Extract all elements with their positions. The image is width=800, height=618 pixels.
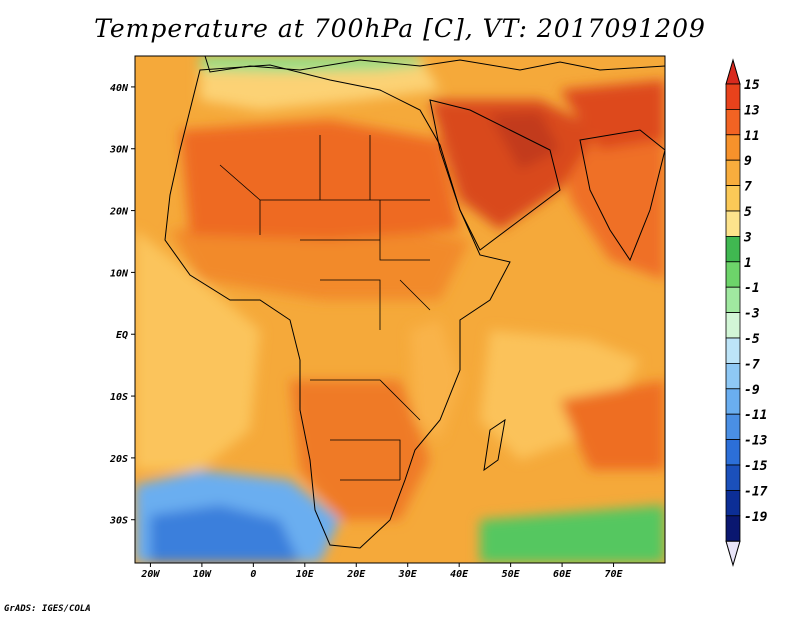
region-sahel-warm — [170, 220, 470, 300]
temperature-regions — [135, 56, 665, 563]
colorbar-segment — [725, 489, 741, 517]
arabia-coastline — [429, 99, 561, 251]
region-south-atlantic-colder — [150, 505, 300, 563]
lat-tick-label: 20N — [109, 207, 129, 218]
lat-tick-label: 10S — [110, 392, 128, 403]
colorbar-segment — [725, 134, 741, 161]
region-india-warm — [560, 130, 665, 280]
colorbar-segment — [725, 362, 741, 390]
lat-tick-label: EQ — [116, 330, 128, 341]
map-title: Temperature at 700hPa [C], VT: 201709120… — [94, 14, 706, 43]
colorbar-segment — [725, 312, 741, 339]
colorbar-label: -13 — [744, 434, 768, 449]
map-frame — [134, 55, 666, 564]
temperature-field — [135, 56, 665, 563]
lat-tick-label: 20S — [109, 454, 128, 465]
lon-tick-label: 20W — [140, 569, 160, 580]
lon-tick-label: 40E — [450, 569, 469, 580]
colorbar-label: -9 — [744, 383, 760, 398]
colorbar-segment — [725, 337, 741, 364]
colorbar-label: 9 — [744, 154, 752, 169]
colorbar-label: -11 — [744, 408, 767, 423]
latitude-axis: 40N 30N 20N 10N EQ 10S 20S 30S — [109, 83, 135, 527]
colorbar-segment — [725, 185, 741, 212]
colorbar-segment — [725, 83, 741, 110]
colorbar-bottom-arrow — [725, 540, 741, 567]
colorbar-label: 7 — [744, 180, 752, 195]
colorbar-label: -19 — [744, 510, 768, 525]
region-southern-africa-warm — [290, 380, 430, 520]
region-madagascar-east-warm — [560, 380, 665, 470]
colorbar-segment — [725, 515, 741, 542]
lon-tick-label: 70E — [605, 569, 624, 580]
colorbar-top-arrow — [725, 58, 741, 85]
colorbar-label: 1 — [744, 256, 752, 271]
colorbar-segment — [725, 286, 741, 314]
colorbar-label: -3 — [744, 307, 760, 322]
lat-tick-label: 30S — [109, 516, 128, 527]
colorbar-segment — [725, 464, 741, 491]
colorbar-label: 5 — [744, 205, 752, 220]
lat-tick-label: 10N — [110, 268, 129, 279]
colorbar-label: 15 — [744, 78, 760, 93]
colorbar-segment — [725, 439, 741, 466]
colorbar-label: -7 — [744, 357, 760, 372]
region-atlantic-mild — [135, 230, 260, 470]
lon-tick-label: 10E — [296, 569, 315, 580]
colorbar: 15 13 11 9 7 5 3 1 -1 -3 -5 -7 -9 -11 -13 -15 -17 -19 — [725, 58, 768, 567]
india-coastline — [579, 129, 665, 262]
colorbar-label: -5 — [744, 332, 760, 347]
colorbar-segment — [725, 388, 741, 415]
region-east-africa-mild — [410, 320, 460, 440]
coastlines — [164, 56, 665, 549]
region-arabia-core — [490, 112, 560, 170]
lon-tick-label: 30E — [398, 569, 418, 580]
colorbar-segment — [725, 159, 741, 186]
credit-label: GrADS: IGES/COLA — [4, 604, 91, 614]
lon-tick-label: 20E — [346, 569, 366, 580]
lon-tick-label: 50E — [502, 569, 521, 580]
colorbar-label: 3 — [743, 230, 752, 245]
colorbar-segment — [725, 261, 741, 288]
colorbar-label: 13 — [744, 103, 760, 118]
lon-tick-label: 10W — [193, 569, 212, 580]
colorbar-label: 11 — [744, 129, 760, 144]
region-iran-hot — [560, 80, 665, 150]
lat-tick-label: 40N — [110, 83, 129, 94]
lon-tick-label: 0 — [250, 569, 256, 580]
colorbar-label: -15 — [744, 459, 768, 474]
colorbar-segment — [725, 109, 741, 136]
madagascar-coastline — [483, 418, 506, 472]
colorbar-segment — [725, 210, 741, 237]
longitude-axis: 20W 10W 0 10E 20E 30E 40E 50E 60E 70E — [140, 563, 624, 580]
region-arabia-hot — [430, 100, 600, 230]
border-lines — [219, 135, 431, 481]
lon-tick-label: 60E — [553, 569, 572, 580]
country-borders — [219, 135, 431, 481]
africa-coastline — [164, 64, 511, 549]
colorbar-label: -17 — [744, 484, 768, 499]
colorbar-label: -1 — [744, 281, 760, 296]
europe-coastline — [204, 56, 665, 73]
colorbar-segment — [725, 413, 741, 441]
colorbar-segment — [725, 235, 741, 263]
lat-tick-label: 30N — [109, 145, 129, 156]
region-south-indian-cool — [480, 505, 665, 563]
